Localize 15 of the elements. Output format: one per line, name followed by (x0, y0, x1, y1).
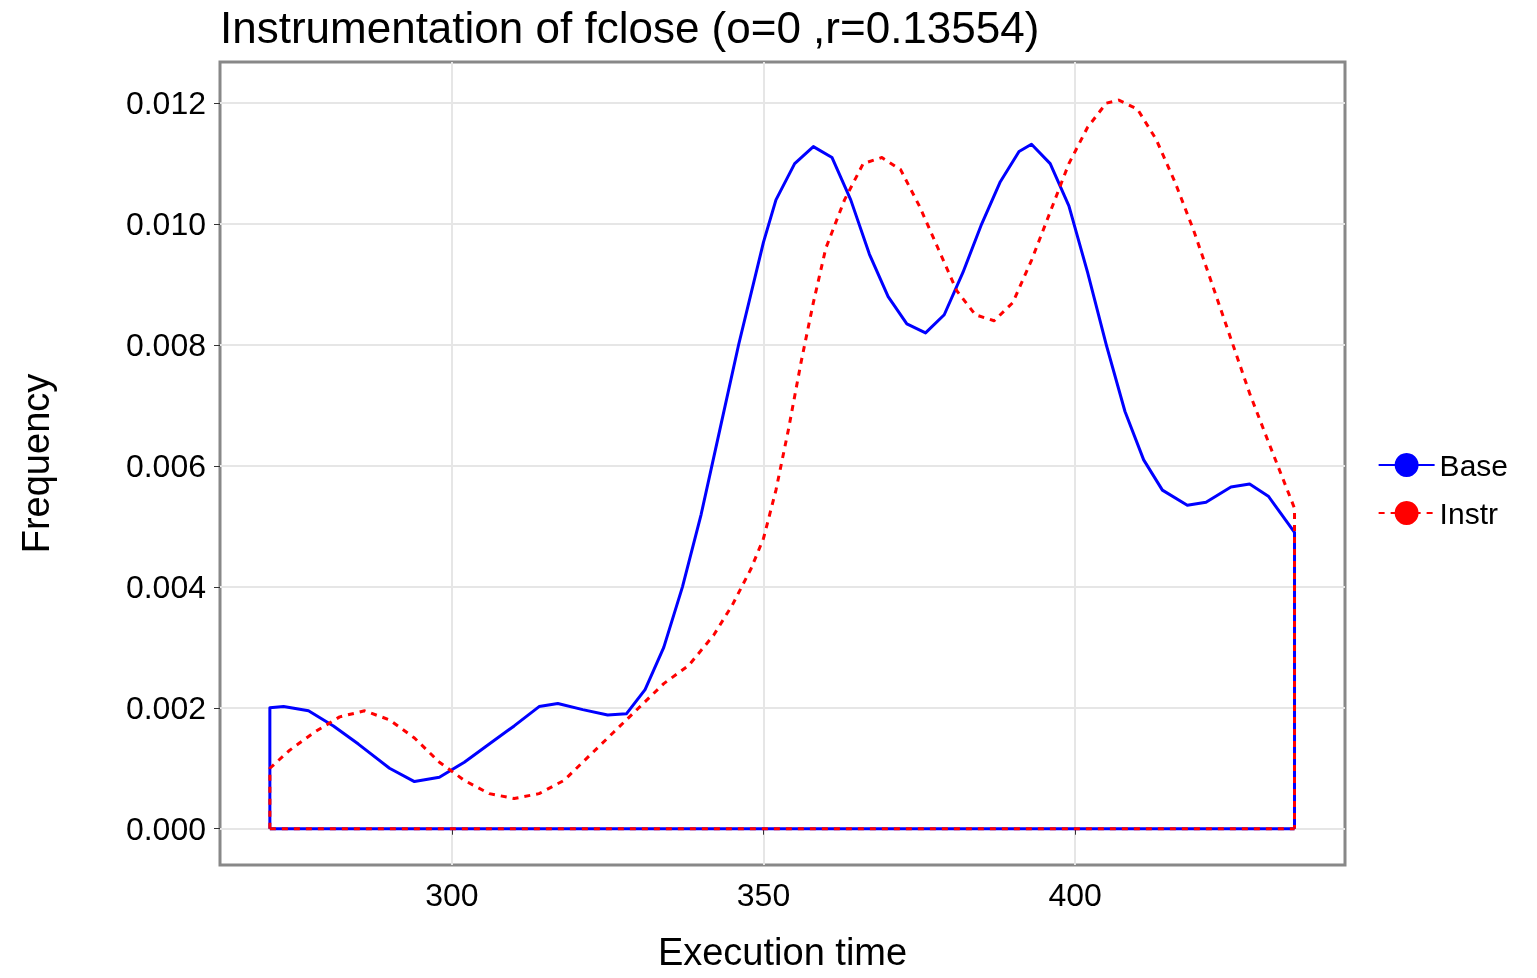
y-tick-label: 0.012 (125, 85, 206, 122)
x-tick-label: 300 (425, 877, 479, 913)
y-tick-label: 0.008 (125, 326, 206, 363)
x-axis-title: Execution time (657, 931, 908, 973)
y-tick-label: 0.010 (125, 206, 206, 243)
y-axis-title: Frequency (15, 373, 57, 554)
legend-label: Instr (1439, 496, 1498, 530)
y-tick-label: 0.006 (125, 447, 206, 484)
y-tick-label: 0.004 (125, 568, 206, 605)
x-tick-label: 400 (1048, 877, 1102, 913)
legend-label: Base (1439, 448, 1509, 482)
y-tick-label: 0.002 (125, 689, 206, 726)
chart-title: Instrumentation of fclose (o=0 ,r=0.13554) (220, 2, 1040, 52)
y-tick-label: 0.000 (125, 810, 206, 847)
x-tick-label: 350 (736, 877, 791, 913)
